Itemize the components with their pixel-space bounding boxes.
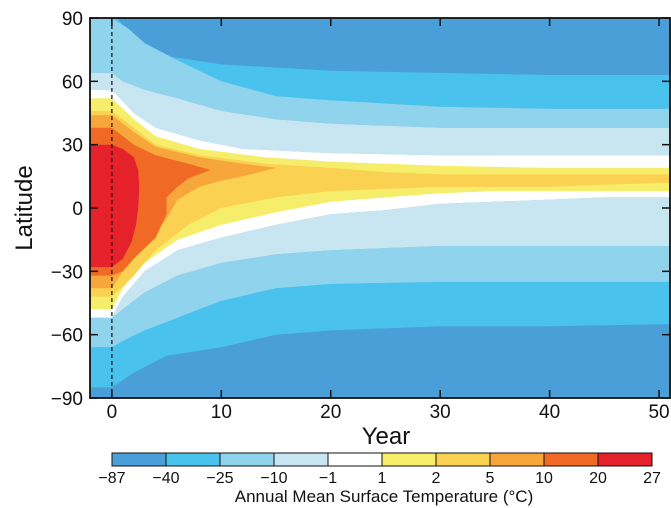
contour-fill-layer bbox=[90, 18, 670, 398]
colorbar-swatch-7 bbox=[489, 452, 545, 467]
contour-region-3-south-7 bbox=[90, 197, 670, 318]
contour-region-6-band-10 bbox=[90, 110, 670, 297]
colorbar: −87 −40 −25 −10 −1 1 2 5 10 20 27 bbox=[98, 452, 661, 487]
contour-region-9-band-13 bbox=[90, 144, 140, 268]
colorbar-swatch-2 bbox=[219, 452, 275, 467]
y-tick-label-6: 90 bbox=[62, 9, 83, 30]
colorbar-level-label-1: −40 bbox=[152, 470, 179, 487]
x-tick-label-30: 30 bbox=[430, 402, 451, 423]
contour-region-3-north-6 bbox=[90, 72, 670, 156]
colorbar-level-label-6: 2 bbox=[432, 470, 441, 487]
contour-region-2-south-5 bbox=[90, 246, 670, 348]
y-tick-label-4: 30 bbox=[62, 136, 83, 157]
colorbar-swatch-3 bbox=[273, 452, 329, 467]
contour-region-0-south-1 bbox=[90, 324, 670, 398]
y-axis-ticks: −90 −60 −30 0 30 60 90 bbox=[51, 9, 670, 410]
x-axis-ticks: 0 10 20 30 40 50 bbox=[107, 18, 670, 423]
colorbar-swatch-1 bbox=[165, 452, 221, 467]
colorbar-level-label-10: 27 bbox=[643, 470, 661, 487]
colorbar-level-label-9: 20 bbox=[589, 470, 607, 487]
contour-region-1-north-2 bbox=[111, 18, 670, 109]
contour-region-1-south-3 bbox=[90, 281, 670, 388]
y-tick-label-2: −30 bbox=[51, 262, 83, 283]
colorbar-swatch-5 bbox=[381, 452, 437, 467]
x-tick-label-10: 10 bbox=[211, 402, 232, 423]
y-axis-label: Latitude bbox=[11, 165, 38, 250]
y-tick-label-5: 60 bbox=[62, 72, 83, 93]
colorbar-level-label-5: 1 bbox=[378, 470, 387, 487]
contour-region-4-band-8 bbox=[90, 89, 670, 318]
colorbar-title: Annual Mean Surface Temperature (°C) bbox=[235, 487, 533, 506]
colorbar-swatch-4 bbox=[327, 452, 383, 467]
colorbar-level-label-4: −1 bbox=[319, 470, 337, 487]
colorbar-level-label-7: 5 bbox=[486, 470, 495, 487]
y-tick-label-1: −60 bbox=[51, 326, 83, 347]
y-tick-label-3: 0 bbox=[72, 199, 83, 220]
x-tick-label-20: 20 bbox=[320, 402, 341, 423]
colorbar-swatch-6 bbox=[435, 452, 491, 467]
colorbar-swatch-9 bbox=[597, 452, 653, 467]
x-tick-label-40: 40 bbox=[539, 402, 560, 423]
colorbar-level-label-2: −25 bbox=[206, 470, 233, 487]
x-axis-label: Year bbox=[362, 423, 411, 450]
x-tick-label-0: 0 bbox=[107, 402, 118, 423]
y-tick-label-0: −90 bbox=[51, 389, 83, 410]
colorbar-swatch-0 bbox=[111, 452, 167, 467]
colorbar-level-label-8: 10 bbox=[535, 470, 553, 487]
contour-region-0-north-0 bbox=[90, 18, 670, 75]
contour-region-2-north-4 bbox=[90, 18, 670, 128]
x-tick-label-50: 50 bbox=[648, 402, 669, 423]
colorbar-level-label-3: −10 bbox=[260, 470, 287, 487]
colorbar-swatch-8 bbox=[543, 452, 599, 467]
colorbar-level-label-0: −87 bbox=[98, 470, 125, 487]
